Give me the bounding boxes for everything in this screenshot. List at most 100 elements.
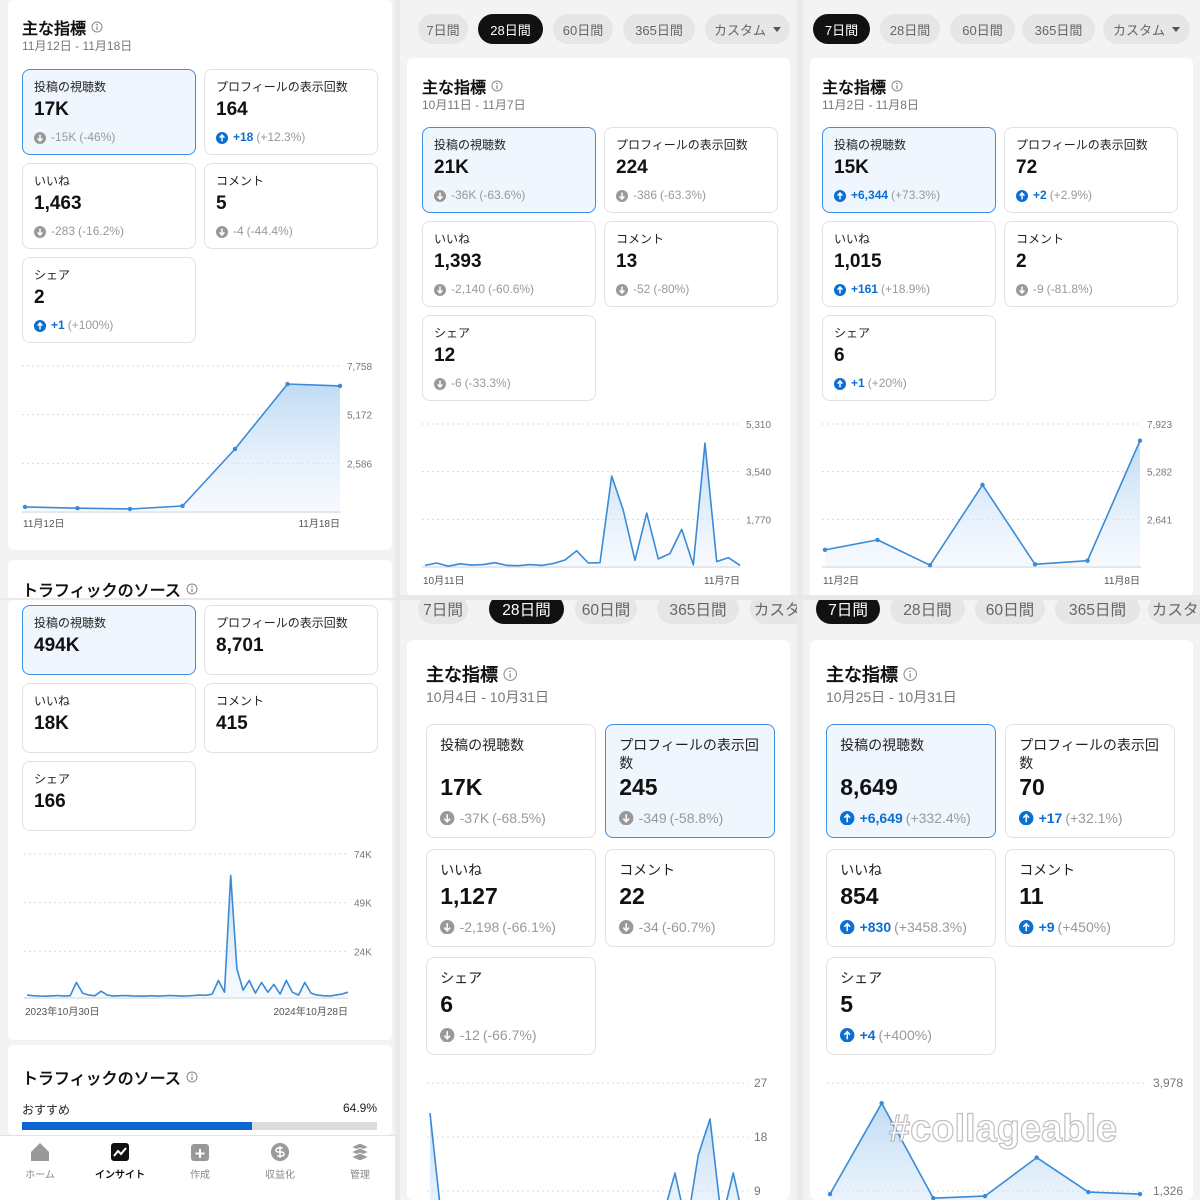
period-tab[interactable]: カスタム xyxy=(1103,14,1190,44)
change-percent: (-68.5%) xyxy=(492,809,546,826)
x-axis-label: 2023年10月30日 xyxy=(25,1005,100,1018)
metric-value: 17K xyxy=(34,99,69,121)
info-ring xyxy=(891,80,903,92)
metric-card[interactable]: プロフィールの表示回数 8,701 xyxy=(204,605,378,675)
trend-down-icon xyxy=(34,131,46,144)
metric-change: -6 (-33.3%) xyxy=(434,376,511,392)
tab-label: 7日間 xyxy=(828,602,868,619)
metric-card[interactable]: いいね 18K xyxy=(22,683,196,753)
period-tab[interactable]: 7日間 xyxy=(813,14,870,44)
period-tab[interactable]: 28日間 xyxy=(489,600,564,624)
dropdown-caret xyxy=(1172,26,1180,32)
metric-card[interactable]: プロフィールの表示回数 72 +2 (+2.9%) xyxy=(1004,127,1178,213)
tab-label: 60日間 xyxy=(962,22,1003,38)
metric-change: -2,140 (-60.6%) xyxy=(434,282,534,298)
metric-card[interactable]: シェア 5 +4 (+400%) xyxy=(826,957,996,1055)
nav-item-label[interactable]: 収益化 xyxy=(265,1170,295,1181)
period-tab[interactable]: 7日間 xyxy=(418,14,468,44)
metric-card[interactable]: 投稿の視聴数 17K -37K (-68.5%) xyxy=(426,724,596,838)
metric-card[interactable]: コメント 22 -34 (-60.7%) xyxy=(605,849,775,947)
metric-card[interactable]: プロフィールの表示回数 164 +18 (+12.3%) xyxy=(204,69,378,155)
tab-label: 365日間 xyxy=(1034,22,1083,38)
period-tab[interactable]: 28日間 xyxy=(478,14,543,44)
nav-item-label[interactable]: 作成 xyxy=(190,1170,210,1181)
metric-value: 1,015 xyxy=(834,251,882,273)
metric-card[interactable]: いいね 1,127 -2,198 (-66.1%) xyxy=(426,849,596,947)
metric-card[interactable]: コメント 11 +9 (+450%) xyxy=(1005,849,1175,947)
data-point xyxy=(232,446,238,452)
metric-card[interactable]: 投稿の視聴数 17K -15K (-46%) xyxy=(22,69,196,155)
metric-card[interactable]: シェア 6 +1 (+20%) xyxy=(822,315,996,401)
period-tab[interactable]: カスタム xyxy=(705,14,790,44)
metric-card[interactable]: コメント 5 -4 (-44.4%) xyxy=(204,163,378,249)
period-tab[interactable]: 28日間 xyxy=(890,600,965,624)
metric-card[interactable]: プロフィールの表示回数 245 -349 (-58.8%) xyxy=(605,724,775,838)
trend-down-icon xyxy=(440,810,455,826)
section-title: 主な指標 xyxy=(426,661,517,687)
metric-card[interactable]: 投稿の視聴数 494K xyxy=(22,605,196,675)
period-tab[interactable]: 7日間 xyxy=(816,600,880,624)
metric-card[interactable]: 投稿の視聴数 21K -36K (-63.6%) xyxy=(422,127,596,213)
period-tab[interactable]: 365日間 xyxy=(623,14,695,44)
metric-change: -36K (-63.6%) xyxy=(434,188,525,204)
area-fill xyxy=(27,875,348,998)
metric-card[interactable]: シェア 12 -6 (-33.3%) xyxy=(422,315,596,401)
date-range: 10月11日 - 11月7日 xyxy=(422,97,526,112)
trend-arrow xyxy=(1022,922,1030,932)
watermark: #collageable xyxy=(889,1108,1117,1150)
period-tab[interactable]: 60日間 xyxy=(575,600,637,624)
info-icon xyxy=(186,583,198,595)
period-tab[interactable]: 60日間 xyxy=(975,600,1045,624)
period-tab[interactable]: 60日間 xyxy=(553,14,613,44)
change-amount: -52 xyxy=(633,282,651,297)
trend-up-icon xyxy=(840,919,855,935)
metric-change: +4 (+400%) xyxy=(840,1026,932,1044)
period-tab[interactable]: 28日間 xyxy=(880,14,940,44)
dropdown-caret xyxy=(773,26,781,32)
change-amount: +830 xyxy=(859,918,892,935)
metric-change: -2,198 (-66.1%) xyxy=(440,918,556,936)
trend-arrow xyxy=(437,192,443,201)
section-title: 主な指標 xyxy=(826,661,917,687)
change-percent: (-60.6%) xyxy=(488,282,535,297)
period-tab[interactable]: 365日間 xyxy=(1055,600,1140,624)
metric-change: -386 (-63.3%) xyxy=(616,188,706,204)
nav-item-label[interactable]: ホーム xyxy=(25,1170,55,1181)
trend-arrow xyxy=(437,380,443,389)
period-tab[interactable]: カスタム xyxy=(750,600,797,624)
metric-card[interactable]: シェア 2 +1 (+100%) xyxy=(22,257,196,343)
metric-card[interactable]: プロフィールの表示回数 224 -386 (-63.3%) xyxy=(604,127,778,213)
trend-arrow xyxy=(37,134,43,143)
metric-change: -37K (-68.5%) xyxy=(440,809,546,827)
tab-label: カスタム xyxy=(713,22,766,38)
trend-up-icon xyxy=(1016,189,1028,202)
metric-card[interactable]: シェア 6 -12 (-66.7%) xyxy=(426,957,596,1055)
metric-card[interactable]: コメント 13 -52 (-80%) xyxy=(604,221,778,307)
period-tab[interactable]: 7日間 xyxy=(418,600,468,624)
info-ring xyxy=(186,1071,198,1083)
metric-card[interactable]: いいね 1,015 +161 (+18.9%) xyxy=(822,221,996,307)
section-title-text: 主な指標 xyxy=(22,20,87,38)
period-tab[interactable]: 365日間 xyxy=(657,600,739,624)
metric-card[interactable]: コメント 415 xyxy=(204,683,378,753)
change-amount: +2 xyxy=(1033,188,1047,203)
period-tab[interactable]: 365日間 xyxy=(1022,14,1095,44)
metric-card[interactable]: コメント 2 -9 (-81.8%) xyxy=(1004,221,1178,307)
period-tab[interactable]: 60日間 xyxy=(950,14,1015,44)
metric-value: 166 xyxy=(34,791,66,813)
metric-card[interactable]: プロフィールの表示回数 70 +17 (+32.1%) xyxy=(1005,724,1175,838)
metric-value: 1,463 xyxy=(34,193,82,215)
metric-card[interactable]: いいね 854 +830 (+3458.3%) xyxy=(826,849,996,947)
period-tab[interactable]: カスタム xyxy=(1148,600,1200,624)
metric-card[interactable]: 投稿の視聴数 15K +6,344 (+73.3%) xyxy=(822,127,996,213)
metric-card[interactable]: いいね 1,463 -283 (-16.2%) xyxy=(22,163,196,249)
metric-card[interactable]: 投稿の視聴数 8,649 +6,649 (+332.4%) xyxy=(826,724,996,838)
nav-item-label[interactable]: 管理 xyxy=(350,1170,370,1181)
y-tick-label: 49K xyxy=(354,899,372,910)
data-point xyxy=(75,506,80,511)
metric-card[interactable]: シェア 166 xyxy=(22,761,196,831)
metric-card[interactable]: いいね 1,393 -2,140 (-60.6%) xyxy=(422,221,596,307)
nav-item-label[interactable]: インサイト xyxy=(95,1170,145,1181)
info-dot xyxy=(191,1073,193,1076)
